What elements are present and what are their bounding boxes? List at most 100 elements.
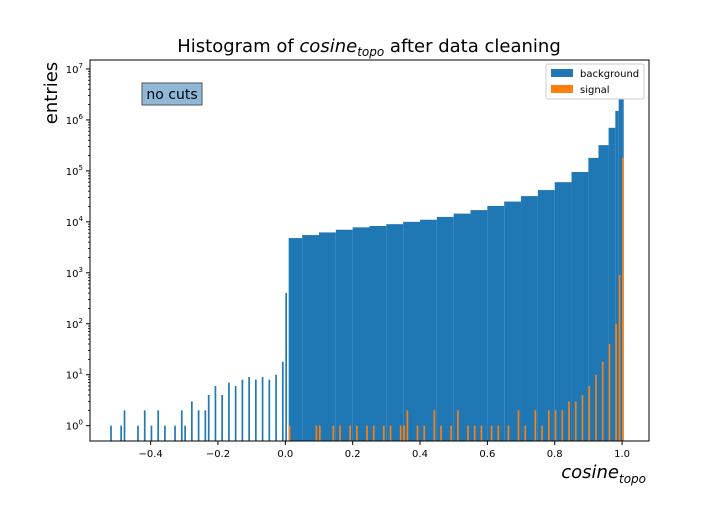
signal-bar [423,425,426,441]
signal-bar [315,425,318,441]
background-bar [453,213,471,441]
signal-bar [403,425,405,441]
signal-bar [588,386,591,441]
background-bar [214,386,217,441]
background-bar [436,216,454,441]
background-bar [197,410,200,441]
y-tick-label: 103 [66,266,83,280]
signal-bar [473,425,476,441]
background-bar [420,219,437,441]
background-bar [537,190,555,441]
background-bar [221,394,224,441]
background-bar [352,227,370,441]
x-tick-label: 1.0 [614,449,630,460]
background-bar [261,377,264,441]
background-bar [504,201,522,441]
signal-bar [382,425,385,441]
signal-bar [615,323,618,441]
signal-bar [568,401,570,441]
background-bar [288,238,303,441]
y-tick-label: 104 [66,215,84,229]
plot-frame [89,59,650,442]
signal-bar [561,410,564,441]
background-bar [487,205,505,441]
background-bar [588,157,599,441]
background-bar [110,425,112,441]
background-histogram [110,76,624,441]
signal-bar [534,410,537,441]
x-tick-label: 0.6 [479,449,495,460]
signal-bar [339,425,341,441]
legend-swatch-background [551,69,573,77]
signal-bar [524,425,527,441]
background-bar [164,425,166,441]
signal-bar [450,425,452,441]
background-bar [174,425,176,441]
background-bar [618,95,623,441]
background-bar [369,225,387,441]
annotation-box: no cuts [141,82,203,106]
signal-bar [574,401,577,441]
legend-label-signal: signal [580,85,610,96]
background-bar [470,210,488,441]
signal-bar [366,425,368,441]
signal-bar [406,410,409,441]
x-tick-label: 0.2 [345,449,361,460]
background-bar [281,361,284,441]
signal-bar [318,425,321,441]
y-tick-label: 102 [66,317,83,331]
chart-title: Histogram of cosinetopo after data clean… [177,36,561,59]
signal-bar [457,410,459,441]
background-bar [285,293,287,441]
legend: background signal [545,63,645,100]
annotation-background [141,82,203,106]
signal-bar [490,425,493,441]
signal-bar [595,374,597,441]
signal-bar [581,394,584,441]
background-bar [207,394,210,441]
background-bar [123,410,126,441]
signal-bar [507,425,510,441]
y-tick-label: 105 [66,164,83,178]
signal-bar [433,410,436,441]
background-bar [554,182,572,441]
signal-bar [332,425,335,441]
signal-bar [618,275,621,441]
y-axis-ticks: 100 101 102 103 104 105 106 107 [66,62,90,433]
background-bar [318,232,336,441]
signal-bar [399,425,402,441]
background-bar [521,196,538,441]
signal-bar [288,425,291,441]
x-tick-label: −0.2 [206,449,230,460]
background-bar [615,110,619,441]
background-bar [302,235,319,441]
signal-bar [416,425,419,441]
background-bar [571,172,589,441]
background-bar [157,410,160,441]
background-bar [234,386,237,441]
background-bar [120,425,122,441]
background-bar [268,379,271,441]
x-tick-label: 0.4 [412,449,428,460]
background-bar [184,425,186,441]
legend-label-background: background [580,69,639,80]
x-axis-ticks: −0.4 −0.2 0.0 0.2 0.4 0.6 0.8 1.0 [138,441,630,460]
background-bar [403,221,421,441]
signal-bar [547,410,550,441]
signal-bar [517,410,520,441]
y-tick-label: 107 [66,62,83,76]
signal-bar [601,361,604,441]
background-bar [248,377,250,441]
x-tick-label: −0.4 [138,449,162,460]
background-bar [228,382,230,441]
background-bar [204,410,207,441]
y-tick-label: 106 [66,113,84,127]
x-tick-label: 0.0 [277,449,293,460]
background-bar [150,425,153,441]
signal-bar [356,425,358,441]
signal-bar [608,344,611,441]
signal-bar [372,425,375,441]
background-bar [180,410,183,441]
background-bar [608,127,616,441]
